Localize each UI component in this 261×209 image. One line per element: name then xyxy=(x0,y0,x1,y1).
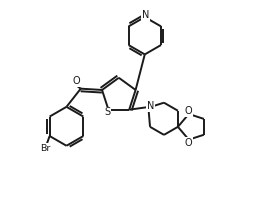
Text: O: O xyxy=(185,138,193,148)
Text: N: N xyxy=(142,10,149,20)
Text: S: S xyxy=(104,107,110,117)
Text: O: O xyxy=(72,76,80,86)
Text: Br: Br xyxy=(40,144,51,153)
Text: O: O xyxy=(185,106,193,116)
Text: N: N xyxy=(147,101,154,111)
